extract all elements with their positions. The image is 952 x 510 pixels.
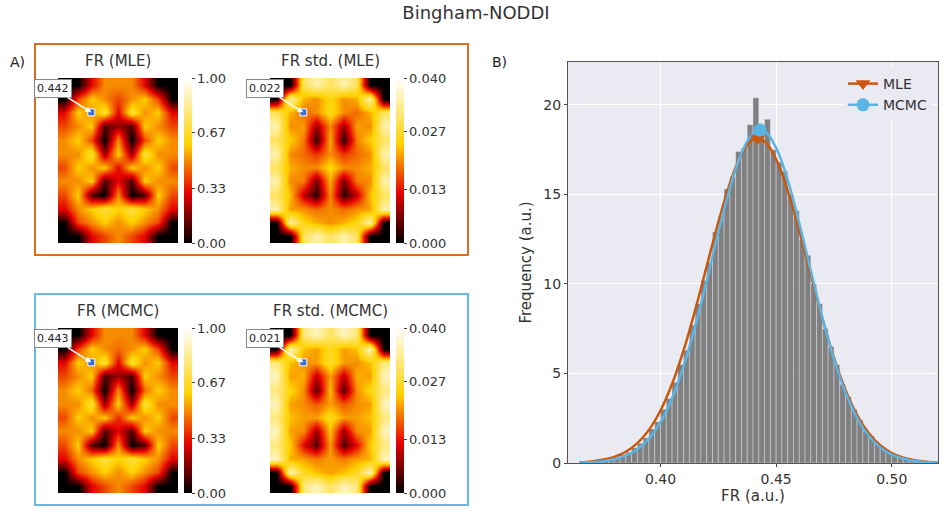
svg-text:0.040: 0.040 <box>409 71 446 86</box>
svg-text:0.442: 0.442 <box>37 82 69 95</box>
svg-text:0.00: 0.00 <box>197 236 226 251</box>
svg-text:0.027: 0.027 <box>409 374 446 389</box>
svg-text:10: 10 <box>543 276 561 292</box>
svg-text:1.00: 1.00 <box>197 71 226 86</box>
svg-text:20: 20 <box>543 97 561 113</box>
svg-text:MCMC: MCMC <box>883 97 927 113</box>
svg-text:0.40: 0.40 <box>645 471 676 487</box>
svg-text:15: 15 <box>543 186 561 202</box>
svg-text:FR (a.u.): FR (a.u.) <box>721 487 785 505</box>
svg-text:FR std. (MLE): FR std. (MLE) <box>281 52 380 70</box>
svg-text:B): B) <box>492 54 507 70</box>
svg-text:Bingham-NODDI: Bingham-NODDI <box>402 2 549 23</box>
svg-text:FR (MLE): FR (MLE) <box>85 52 151 70</box>
svg-text:0.33: 0.33 <box>197 431 226 446</box>
svg-text:0.021: 0.021 <box>249 332 281 345</box>
svg-text:0.040: 0.040 <box>409 321 446 336</box>
svg-text:0.000: 0.000 <box>409 236 446 251</box>
svg-text:0.013: 0.013 <box>409 182 446 197</box>
svg-text:0: 0 <box>552 455 561 471</box>
svg-text:0.027: 0.027 <box>409 124 446 139</box>
svg-text:0.33: 0.33 <box>197 181 226 196</box>
svg-text:Frequency (a.u.): Frequency (a.u.) <box>517 201 535 323</box>
svg-text:5: 5 <box>552 365 561 381</box>
svg-text:0.67: 0.67 <box>197 375 226 390</box>
svg-text:0.50: 0.50 <box>876 471 907 487</box>
svg-text:0.013: 0.013 <box>409 432 446 447</box>
svg-text:0.00: 0.00 <box>197 486 226 501</box>
svg-text:0.000: 0.000 <box>409 486 446 501</box>
svg-text:MLE: MLE <box>883 76 912 92</box>
svg-text:0.67: 0.67 <box>197 125 226 140</box>
svg-text:A): A) <box>10 54 25 70</box>
svg-text:FR std. (MCMC): FR std. (MCMC) <box>273 302 388 320</box>
svg-text:FR (MCMC): FR (MCMC) <box>77 302 159 320</box>
svg-text:0.022: 0.022 <box>249 82 281 95</box>
svg-text:0.443: 0.443 <box>37 332 69 345</box>
svg-text:0.45: 0.45 <box>761 471 792 487</box>
svg-text:1.00: 1.00 <box>197 321 226 336</box>
